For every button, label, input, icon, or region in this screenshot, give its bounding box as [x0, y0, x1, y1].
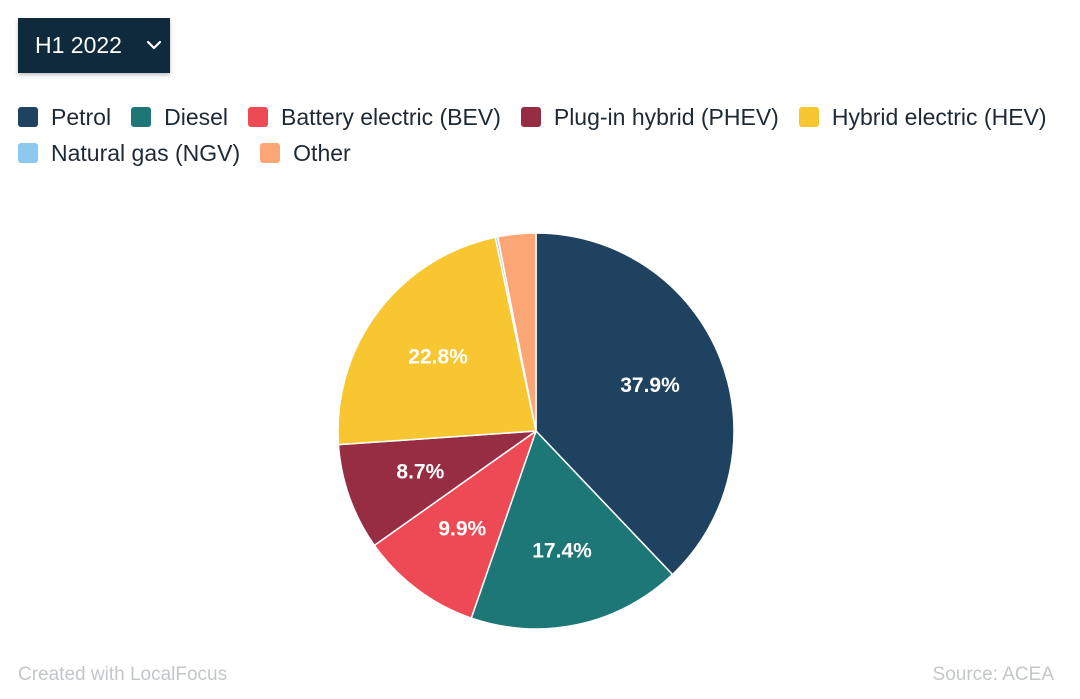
pie-slice-other[interactable] [496, 232, 537, 432]
legend-label: Other [293, 139, 351, 166]
source-text: Source: ACEA [932, 664, 1054, 685]
legend-swatch [260, 143, 281, 163]
pie-slice-diesel[interactable] [470, 430, 674, 630]
slice-value-label: 9.9% [438, 518, 486, 541]
legend-swatch [18, 107, 38, 127]
legend-item-other[interactable]: Other [260, 139, 351, 166]
pie-slice-battery-electric-bev[interactable] [373, 430, 537, 619]
credit-text: Created with LocalFocus [18, 664, 228, 685]
legend-swatch [18, 143, 38, 163]
legend-label: Diesel [164, 103, 229, 130]
legend-swatch [248, 107, 269, 127]
legend-label: Hybrid electric (HEV) [831, 103, 1047, 130]
period-dropdown[interactable]: H1 2022 [18, 18, 170, 73]
pie-slice-petrol[interactable] [535, 232, 735, 576]
legend-item-bev[interactable]: Battery electric (BEV) [248, 103, 501, 130]
chart-legend: Petrol Diesel Battery electric (BEV) Plu… [18, 103, 1068, 166]
slice-value-label: 37.9% [620, 374, 680, 397]
legend-item-diesel[interactable]: Diesel [131, 103, 229, 130]
legend-item-petrol[interactable]: Petrol [18, 103, 112, 130]
legend-swatch [131, 107, 152, 127]
slice-value-label: 17.4% [532, 539, 592, 562]
legend-label: Plug-in hybrid (PHEV) [553, 103, 779, 130]
legend-item-ngv[interactable]: Natural gas (NGV) [18, 139, 241, 166]
slice-value-label: 8.7% [396, 461, 444, 484]
legend-label: Natural gas (NGV) [51, 139, 241, 166]
period-dropdown-label: H1 2022 [35, 32, 122, 58]
legend-label: Battery electric (BEV) [281, 103, 501, 130]
legend-label: Petrol [51, 103, 112, 130]
legend-swatch [520, 107, 541, 127]
legend-swatch [798, 107, 819, 127]
pie-slice-hybrid-electric-hev[interactable] [337, 236, 537, 446]
slice-value-label: 22.8% [408, 345, 468, 368]
chevron-down-icon [146, 40, 162, 50]
legend-item-phev[interactable]: Plug-in hybrid (PHEV) [520, 103, 779, 130]
legend-item-hev[interactable]: Hybrid electric (HEV) [798, 103, 1047, 130]
pie-slice-plug-in-hybrid-phev[interactable] [337, 430, 537, 547]
